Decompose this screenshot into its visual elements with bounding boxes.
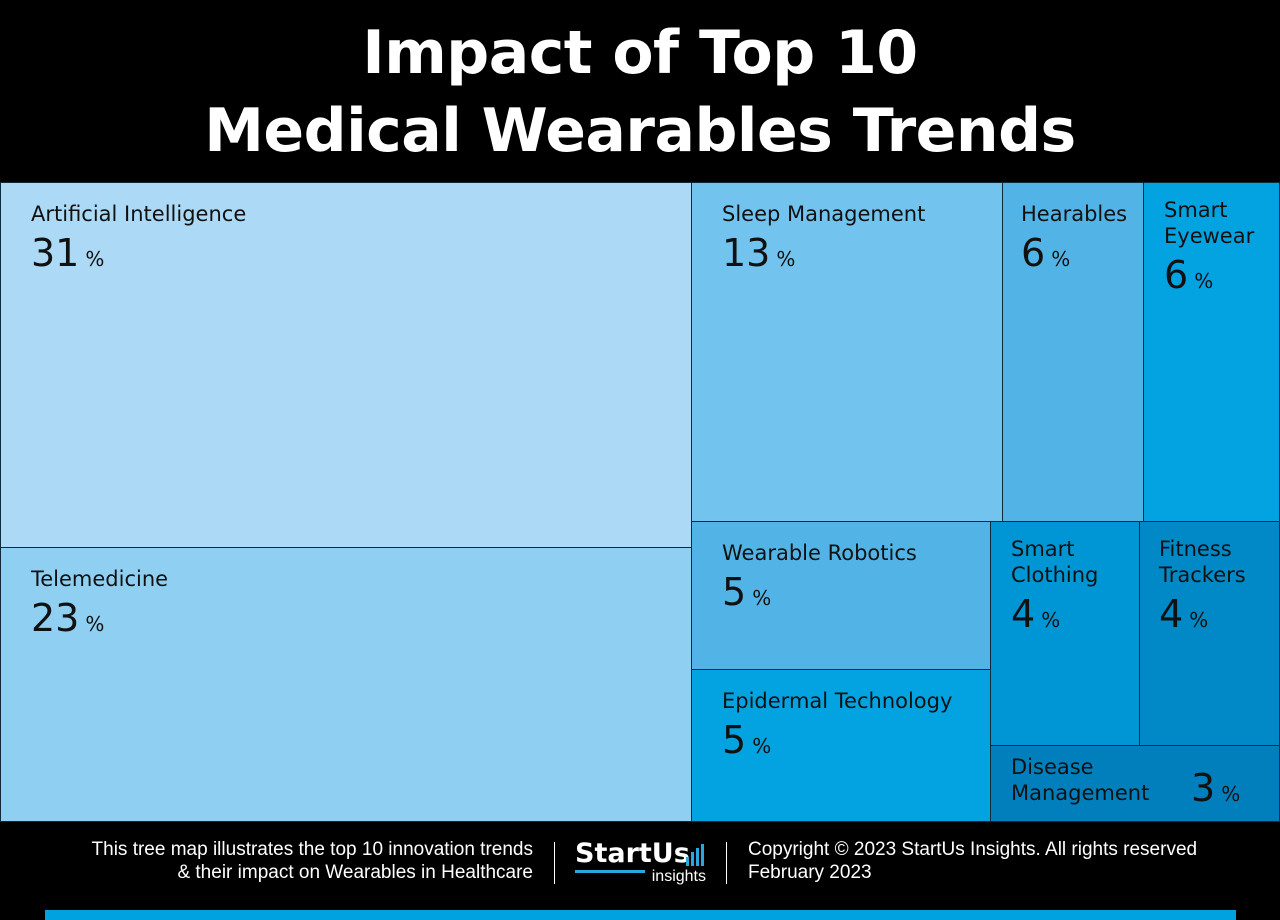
tile-value: 6% [1021,231,1071,275]
treemap-tile-fitness-trackers: Fitness Trackers 4% [1139,521,1280,746]
tile-label: Hearables [1021,202,1128,226]
caption-line-2: & their impact on Wearables in Healthcar… [177,862,533,883]
date-text: February 2023 [748,862,872,883]
tile-value: 4% [1011,592,1061,636]
footer-divider-left [554,842,555,884]
tile-label: Fitness Trackers [1159,537,1246,587]
treemap-tile-epidermal-technology: Epidermal Technology 5% [691,669,991,822]
copyright-text: Copyright © 2023 StartUs Insights. All r… [748,839,1198,860]
treemap: Artificial Intelligence 31% Telemedicine 23… [0,182,1280,822]
tile-value: 31% [31,231,105,275]
tile-label: Telemedicine [31,567,169,591]
tile-label: Smart Clothing [1011,537,1099,587]
footer-copyright: Copyright © 2023 StartUs Insights. All r… [748,838,1197,884]
tile-value: 6% [1164,253,1214,297]
treemap-tile-telemedicine: Telemedicine 23% [0,547,692,822]
footer-caption: This tree map illustrates the top 10 inn… [13,838,533,884]
treemap-tile-sleep-management: Sleep Management 13% [691,182,1003,522]
tile-value: 5% [722,570,772,614]
tile-label: Epidermal Technology [722,689,953,713]
tile-value: 23% [31,596,105,640]
tile-label: Sleep Management [722,202,926,226]
treemap-tile-hearables: Hearables 6% [1002,182,1144,522]
tile-label: Artificial Intelligence [31,202,247,226]
caption-line-1: This tree map illustrates the top 10 inn… [91,839,533,860]
startus-logo: StartUs insights [575,838,710,886]
logo-sub-text: insights [651,868,706,885]
chart-title: Impact of Top 10 Medical Wearables Trend… [0,14,1280,170]
tile-label: Wearable Robotics [722,541,917,565]
treemap-tile-smart-clothing: Smart Clothing 4% [990,521,1140,746]
logo-bars-icon [686,844,706,866]
footer-divider-right [726,842,727,884]
tile-value: 3% [1191,766,1241,810]
tile-value: 13% [722,231,796,275]
treemap-tile-smart-eyewear: Smart Eyewear 6% [1143,182,1280,522]
tile-value: 5% [722,718,772,762]
tile-label: Smart Eyewear [1164,198,1255,248]
chart-title-line-1: Impact of Top 10 [362,18,918,88]
logo-brand-text: StartUs [575,838,690,869]
tile-label: Disease Management [1011,755,1150,805]
logo-underline [575,870,645,873]
chart-title-line-2: Medical Wearables Trends [204,96,1076,166]
footer: This tree map illustrates the top 10 inn… [0,822,1280,920]
tile-value: 4% [1159,592,1209,636]
treemap-tile-wearable-robotics: Wearable Robotics 5% [691,521,991,670]
treemap-tile-artificial-intelligence: Artificial Intelligence 31% [0,182,692,548]
bottom-accent-bar [45,910,1236,920]
treemap-tile-disease-management: Disease Management 3% [990,745,1280,822]
